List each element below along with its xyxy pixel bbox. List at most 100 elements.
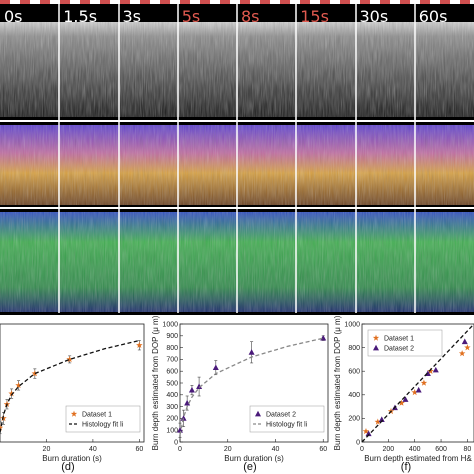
- data-point-star: [420, 379, 428, 386]
- x-tick-label: 600: [435, 446, 447, 453]
- data-point-star: [362, 428, 370, 435]
- scale-bar-segment: [110, 0, 120, 4]
- scale-bar-segment: [240, 0, 250, 4]
- time-label-7: 60s: [419, 7, 448, 26]
- legend-label: Dataset 1: [384, 335, 414, 342]
- scale-bar-segment: [270, 0, 280, 4]
- data-point-star: [398, 399, 405, 406]
- data-point-triangle: [177, 427, 183, 433]
- x-tick-label: 0: [178, 446, 182, 453]
- x-tick-label: 20: [224, 446, 232, 453]
- time-label-6: 30s: [360, 7, 389, 26]
- x-tick-label: 40: [272, 446, 280, 453]
- x-tick-label: 20: [43, 446, 51, 453]
- scale-bar-segment: [300, 0, 310, 4]
- time-label-3: 5s: [182, 7, 201, 26]
- y-tick-label: 900: [166, 333, 178, 340]
- data-point-star: [8, 390, 15, 397]
- scale-bar-segment: [390, 0, 400, 4]
- data-point-triangle: [461, 338, 468, 345]
- x-tick-label: 40: [89, 446, 97, 453]
- y-tick-label: 1000: [162, 321, 178, 328]
- y-tick-label: 300: [166, 404, 178, 411]
- y-tick-label: 500: [166, 380, 178, 387]
- x-tick-label: 80: [464, 446, 472, 453]
- y-tick-label: 600: [166, 369, 178, 376]
- y-tick-label: 700: [166, 357, 178, 364]
- scale-bar-segment: [350, 0, 360, 4]
- data-point-triangle: [212, 364, 219, 371]
- legend: Dataset 1 Dataset 2: [367, 329, 443, 357]
- y-tick-label: 800: [166, 345, 178, 352]
- data-point-triangle: [188, 386, 195, 393]
- time-label-2: 3s: [123, 7, 142, 26]
- scale-bar-segment: [140, 0, 150, 4]
- axes-frame: [0, 323, 145, 443]
- x-axis-label: Burn depth estimated from H&: [364, 454, 472, 463]
- data-point-triangle: [248, 349, 255, 355]
- x-tick-label: 60: [319, 446, 327, 453]
- fit-line: [361, 323, 474, 443]
- scale-bar-segment: [430, 0, 440, 4]
- fit-line: [0, 339, 140, 433]
- y-tick-label: 400: [348, 392, 360, 399]
- scale-bar-segment: [420, 0, 430, 4]
- data-point-triangle: [415, 386, 422, 393]
- scale-bar-segment: [0, 0, 10, 4]
- y-tick-label: 1000: [344, 321, 360, 328]
- time-label-0: 0s: [4, 7, 23, 26]
- data-point-triangle: [196, 383, 203, 389]
- scale-bar-segment: [50, 0, 60, 4]
- y-tick-label: 600: [348, 369, 360, 376]
- data-point-triangle: [180, 415, 187, 421]
- scale-bar-segment: [220, 0, 230, 4]
- y-tick-label: 0: [356, 439, 360, 446]
- legend-label: Dataset 2: [384, 345, 414, 352]
- scale-bar-segment: [290, 0, 300, 4]
- scale-bar-segment: [80, 0, 90, 4]
- scale-bar-segment: [310, 0, 320, 4]
- scale-bar-segment: [410, 0, 420, 4]
- scale-bar-segment: [10, 0, 20, 4]
- data-point-star: [427, 367, 434, 374]
- scale-bar-segment: [210, 0, 220, 4]
- scale-bar-segment: [120, 0, 130, 4]
- data-point-star: [458, 350, 466, 357]
- data-point-star: [70, 410, 78, 417]
- scale-bar-segment: [70, 0, 80, 4]
- y-tick-label: 100: [166, 428, 178, 435]
- scale-bar-segment: [400, 0, 410, 4]
- data-point-triangle: [432, 366, 439, 373]
- y-tick-label: 200: [348, 416, 360, 423]
- scale-bar-segment: [90, 0, 100, 4]
- scale-bar-segment: [320, 0, 330, 4]
- data-point-triangle: [255, 410, 261, 417]
- x-tick-label: 200: [383, 446, 395, 453]
- legend-box: [249, 405, 325, 433]
- strip-separator: [0, 207, 474, 209]
- y-axis-label: Burn depth estimated from DOP (μ m): [333, 315, 342, 450]
- x-tick-label: 60: [135, 446, 143, 453]
- scale-bar-segment: [60, 0, 70, 4]
- legend: Dataset 2 Histology fit li: [249, 405, 325, 433]
- data-point-triangle: [402, 396, 409, 402]
- scale-bar-segment: [450, 0, 460, 4]
- scale-bar-segment: [100, 0, 110, 4]
- y-axis-label: Burn depth estimated from DOP (μ m): [151, 315, 160, 450]
- scale-bar-segment: [380, 0, 390, 4]
- scale-bar-segment: [170, 0, 180, 4]
- fit-line: [179, 337, 324, 436]
- scale-bar-segment: [150, 0, 160, 4]
- strip-separator: [0, 120, 474, 122]
- scale-bar-segment: [460, 0, 470, 4]
- legend-label: Histology fit li: [82, 421, 124, 428]
- time-labels: 0s 1.5s 3s 5s 8s 15s 30s 60s: [4, 7, 447, 26]
- scale-bar-segment: [180, 0, 190, 4]
- y-tick-label: 200: [166, 416, 178, 423]
- scale-bar-segment: [470, 0, 474, 4]
- data-point-star: [136, 341, 143, 348]
- data-point-triangle: [378, 416, 385, 422]
